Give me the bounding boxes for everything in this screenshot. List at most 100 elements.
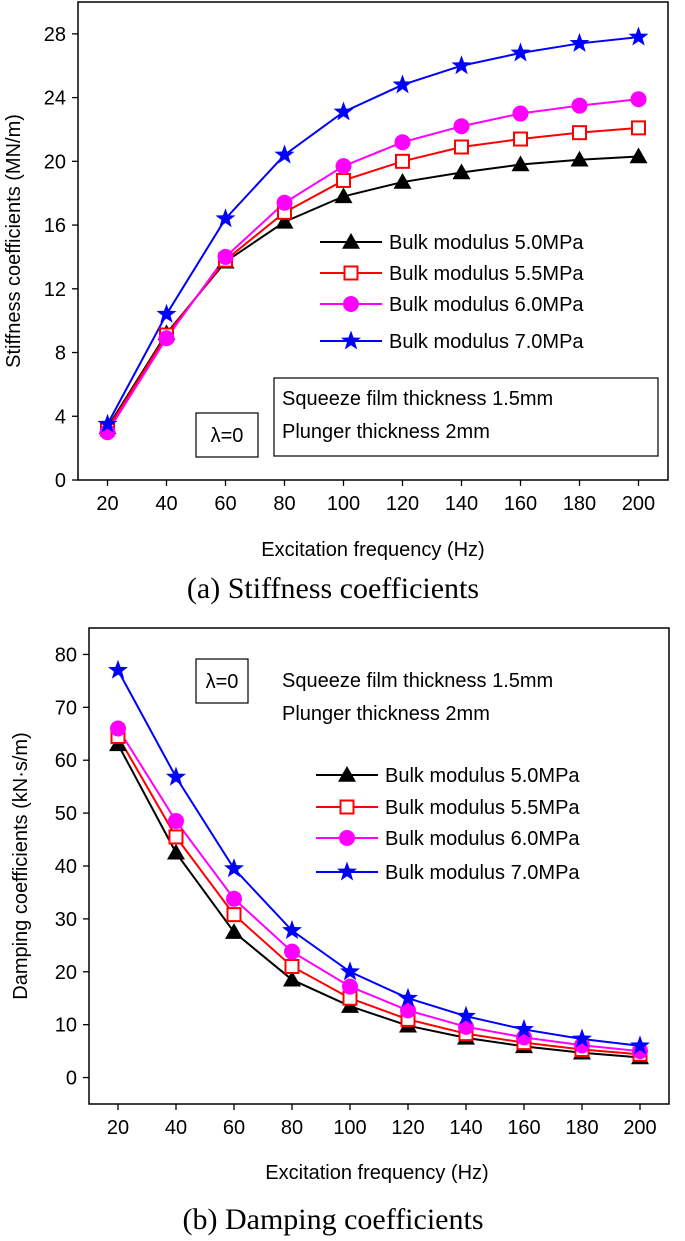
y-tick-label: 40	[55, 856, 77, 878]
data-point	[274, 144, 295, 164]
lambda-label: λ=0	[206, 671, 239, 693]
legend-symbol	[339, 799, 355, 815]
data-point	[334, 187, 353, 204]
x-tick-label: 80	[273, 493, 295, 515]
x-tick-label: 60	[223, 1117, 245, 1139]
legend-symbol	[338, 766, 356, 782]
y-axis-label: Damping coefficients (kN·s/m)	[10, 732, 32, 999]
legend-label: Bulk modulus 5.0MPa	[385, 765, 580, 787]
legend-label: Bulk modulus 6.0MPa	[385, 828, 580, 850]
data-point	[284, 943, 300, 960]
data-point	[156, 303, 177, 323]
damping-chart: 20 40 60 80 100 120 140 160 180 200 0 10 20 30 40 50 60 7…	[10, 627, 670, 1236]
data-point	[392, 74, 413, 94]
data-point	[336, 172, 351, 188]
data-point	[166, 766, 186, 786]
data-point	[167, 843, 185, 860]
y-tick-label: 10	[55, 1015, 77, 1037]
y-tick-label: 4	[55, 406, 66, 428]
legend-marker	[339, 799, 355, 815]
data-point	[224, 858, 244, 878]
condition-film-thickness: Squeeze film thickness 1.5mm	[282, 670, 553, 692]
legend-label: Bulk modulus 5.5MPa	[389, 263, 584, 285]
legend-label: Bulk modulus 5.5MPa	[385, 797, 580, 819]
y-tick-label: 20	[55, 962, 77, 984]
legend-entry: Bulk modulus 7.0MPa	[320, 330, 584, 353]
legend-marker	[343, 296, 359, 312]
legend-entry: Bulk modulus 6.0MPa	[316, 828, 580, 850]
x-tick-label: 180	[563, 493, 596, 515]
data-point	[458, 1018, 474, 1035]
data-point	[342, 978, 358, 995]
data-point	[226, 907, 242, 923]
x-tick-label: 80	[281, 1117, 303, 1139]
y-tick-label: 80	[55, 644, 77, 666]
data-point	[572, 125, 587, 141]
x-tick-label: 160	[504, 493, 537, 515]
legend-marker	[341, 330, 361, 350]
condition-film-thickness: Squeeze film thickness 1.5mm	[282, 388, 553, 410]
data-point	[451, 55, 472, 75]
y-tick-label: 60	[55, 750, 77, 772]
series-line	[117, 727, 641, 1053]
data-point	[168, 829, 184, 845]
x-tick-label: 40	[155, 493, 177, 515]
y-tick-label: 16	[44, 215, 66, 237]
y-tick-label: 50	[55, 803, 77, 825]
series-line	[117, 669, 641, 1047]
data-point	[335, 158, 352, 175]
x-tick-label: 120	[386, 493, 419, 515]
x-tick-label: 100	[327, 493, 360, 515]
plot-frame	[77, 1, 669, 481]
data-point	[630, 91, 647, 108]
legend-label: Bulk modulus 7.0MPa	[389, 331, 584, 353]
data-point	[395, 153, 410, 169]
legend-marker	[339, 830, 355, 846]
x-tick-label: 200	[623, 1117, 656, 1139]
x-tick-label: 200	[622, 493, 655, 515]
condition-plunger-thickness: Plunger thickness 2mm	[282, 703, 490, 725]
legend-entry: Bulk modulus 5.0MPa	[316, 765, 580, 787]
legend-entry: Bulk modulus 5.5MPa	[316, 797, 580, 819]
legend-label: Bulk modulus 5.0MPa	[389, 232, 584, 254]
x-tick-label: 180	[565, 1117, 598, 1139]
lambda-label: λ=0	[211, 425, 244, 447]
legend-label: Bulk modulus 6.0MPa	[389, 294, 584, 316]
legend: Bulk modulus 5.0MPa Bulk modulus 5.5MPa …	[320, 232, 584, 353]
data-point	[168, 813, 184, 830]
data-point	[510, 42, 531, 62]
legend-marker	[343, 265, 359, 281]
lambda-box	[195, 658, 249, 704]
data-point	[276, 194, 293, 211]
data-point	[453, 118, 470, 135]
y-tick-label: 12	[44, 279, 66, 301]
data-point	[628, 26, 649, 46]
x-tick-label: 160	[507, 1117, 540, 1139]
legend-symbol	[339, 830, 355, 846]
x-tick-label: 140	[449, 1117, 482, 1139]
data-point	[275, 212, 294, 229]
legend-symbol	[341, 330, 361, 350]
stiffness-chart: 20 40 60 80 100 120 140 160 180 2000481216202428 …	[3, 1, 669, 605]
x-tick-label: 60	[214, 493, 236, 515]
data-point	[629, 147, 648, 164]
series-line	[106, 36, 639, 425]
series-line	[106, 98, 639, 433]
legend-symbol	[343, 265, 359, 281]
data-point	[511, 155, 530, 172]
data-point	[630, 1035, 650, 1055]
x-tick-label: 20	[107, 1117, 129, 1139]
series-line	[117, 743, 641, 1059]
data-point	[284, 958, 300, 974]
data-point	[514, 1018, 534, 1038]
x-tick-label: 100	[333, 1117, 366, 1139]
data-point	[570, 150, 589, 167]
legend-entry: Bulk modulus 7.0MPa	[316, 861, 580, 884]
legend-marker	[338, 766, 356, 782]
legend: Bulk modulus 5.0MPa Bulk modulus 5.5MPa …	[316, 765, 580, 884]
data-point	[400, 1002, 416, 1019]
data-point	[110, 720, 126, 737]
data-point	[97, 413, 118, 433]
data-point	[454, 139, 469, 155]
